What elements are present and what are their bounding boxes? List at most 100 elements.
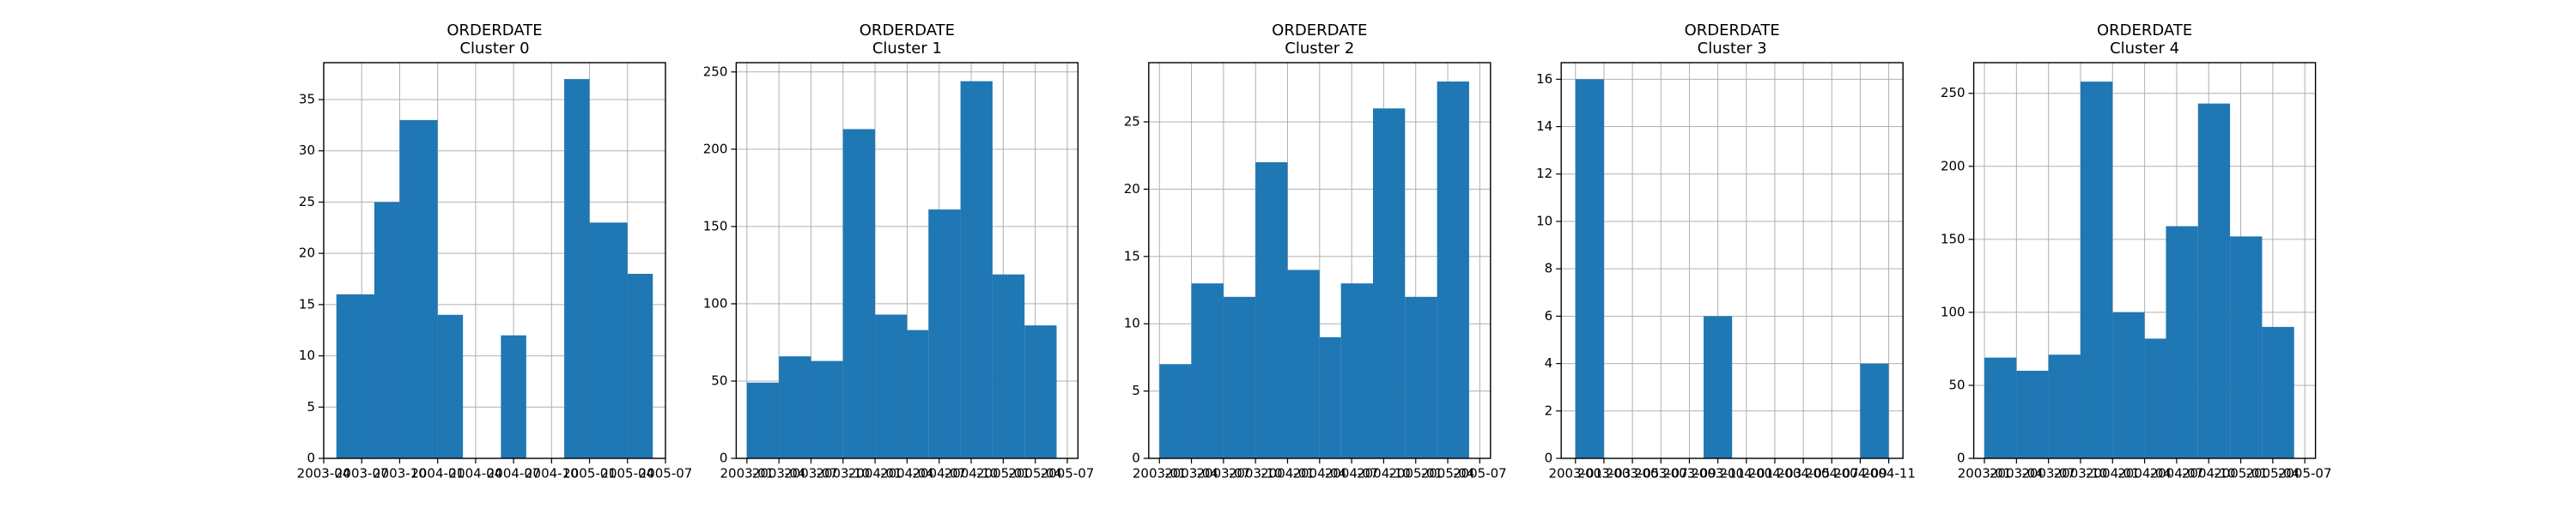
bar <box>2197 103 2231 459</box>
x-tick-label: 2004-04 <box>1292 466 1346 482</box>
x-tick-label: 2005-04 <box>600 466 654 482</box>
y-tick-label: 0 <box>1957 451 1965 466</box>
y-tick-label: 15 <box>1124 248 1140 264</box>
x-tick-label: 2003-10 <box>2054 466 2108 482</box>
x-tick-label: 2005-01 <box>1388 466 1443 482</box>
bar <box>2016 370 2049 458</box>
bar <box>907 330 929 458</box>
bar <box>1405 296 1437 458</box>
y-tick-label: 150 <box>703 218 728 233</box>
y-tick-label: 14 <box>1536 118 1552 134</box>
axes-frame <box>323 62 666 459</box>
x-tick-label: 2003-07 <box>335 466 389 482</box>
x-tick-label: 2004-07 <box>1805 466 1859 482</box>
y-tick-label: 0 <box>720 451 728 466</box>
x-tick-label: 2004-01 <box>1261 466 1315 482</box>
bar <box>589 222 628 458</box>
y-tick-label: 5 <box>307 399 315 415</box>
x-tick-label: 2005-07 <box>2278 466 2332 482</box>
x-tick-label: 2003-10 <box>373 466 427 482</box>
x-tick-label: 2005-04 <box>1008 466 1062 482</box>
x-tick-label: 2003-07 <box>1634 466 1688 482</box>
x-tick-label: 2004-01 <box>848 466 902 482</box>
bar <box>1024 325 1057 458</box>
axes-frame <box>735 62 1079 459</box>
bar <box>746 382 780 458</box>
bar <box>811 360 843 458</box>
bar <box>1575 79 1604 458</box>
x-tick-label: 2003-07 <box>1197 466 1251 482</box>
x-tick-label: 2005-04 <box>1421 466 1475 482</box>
x-tick-label: 2004-04 <box>449 466 503 482</box>
bar <box>1860 363 1889 458</box>
y-tick-label: 30 <box>299 142 315 158</box>
y-tick-label: 16 <box>1536 71 1552 87</box>
x-tick-label: 2004-05 <box>1777 466 1831 482</box>
x-tick-label: 2003-11 <box>1691 466 1745 482</box>
y-tick-label: 200 <box>703 141 728 156</box>
x-tick-label: 2004-09 <box>1833 466 1887 482</box>
x-tick-label: 2005-07 <box>639 466 693 482</box>
chart-title: ORDERDATE <box>1685 21 1780 39</box>
x-tick-label: 2004-07 <box>1325 466 1379 482</box>
bar <box>842 129 876 458</box>
bar <box>336 294 374 458</box>
x-tick-label: 2004-10 <box>2182 466 2236 482</box>
bar <box>2144 338 2166 458</box>
y-tick-label: 50 <box>1949 377 1965 392</box>
chart-subtitle: Cluster 4 <box>2110 39 2179 58</box>
y-tick-label: 35 <box>299 91 315 106</box>
bar <box>374 202 400 458</box>
chart-subtitle: Cluster 1 <box>872 39 942 58</box>
y-tick-label: 150 <box>1941 231 1965 246</box>
x-tick-label: 2003-01 <box>1958 466 2012 482</box>
x-tick-label: 2004-07 <box>912 466 966 482</box>
x-tick-label: 2003-03 <box>1577 466 1631 482</box>
x-tick-label: 2004-11 <box>1862 466 1916 482</box>
x-tick-label: 2004-10 <box>525 466 579 482</box>
x-tick-label: 2005-01 <box>976 466 1030 482</box>
bar <box>960 81 993 458</box>
bar <box>501 335 526 458</box>
y-tick-label: 250 <box>703 64 728 79</box>
x-tick-label: 2003-04 <box>1164 466 1218 482</box>
x-tick-label: 2003-10 <box>816 466 870 482</box>
y-tick-label: 20 <box>299 245 315 261</box>
y-tick-label: 8 <box>1545 261 1553 276</box>
x-tick-label: 2003-07 <box>784 466 838 482</box>
bar <box>437 314 464 458</box>
bar <box>1372 108 1406 458</box>
x-tick-label: 2004-04 <box>880 466 934 482</box>
y-tick-label: 5 <box>1132 383 1140 398</box>
chart-title: ORDERDATE <box>2097 21 2192 39</box>
y-tick-label: 10 <box>1124 316 1140 331</box>
bar <box>928 209 961 458</box>
y-tick-label: 10 <box>1536 213 1552 228</box>
bar <box>2230 236 2263 458</box>
bar <box>399 119 438 458</box>
y-tick-label: 0 <box>1545 451 1553 466</box>
axes-frame <box>1972 62 2317 459</box>
bar <box>2112 312 2145 458</box>
x-tick-label: 2004-10 <box>945 466 999 482</box>
bar <box>1255 162 1288 459</box>
x-tick-label: 2003-01 <box>1548 466 1602 482</box>
chart-subtitle: Cluster 0 <box>459 39 529 58</box>
x-tick-label: 2003-04 <box>1990 466 2044 482</box>
chart-title: ORDERDATE <box>447 21 542 39</box>
y-tick-label: 200 <box>1941 158 1965 173</box>
bar <box>564 79 590 458</box>
bar <box>779 356 811 458</box>
x-tick-label: 2004-04 <box>2117 466 2172 482</box>
y-tick-label: 0 <box>307 451 315 466</box>
chart-title: ORDERDATE <box>1272 21 1367 39</box>
y-tick-label: 6 <box>1545 308 1553 324</box>
y-tick-label: 250 <box>1941 85 1965 100</box>
y-tick-label: 10 <box>299 348 315 363</box>
bar <box>627 274 653 458</box>
bar <box>1340 283 1373 458</box>
x-tick-label: 2005-01 <box>562 466 617 482</box>
x-tick-label: 2004-01 <box>2086 466 2140 482</box>
chart-title: ORDERDATE <box>860 21 955 39</box>
axes-frame <box>1148 62 1492 459</box>
